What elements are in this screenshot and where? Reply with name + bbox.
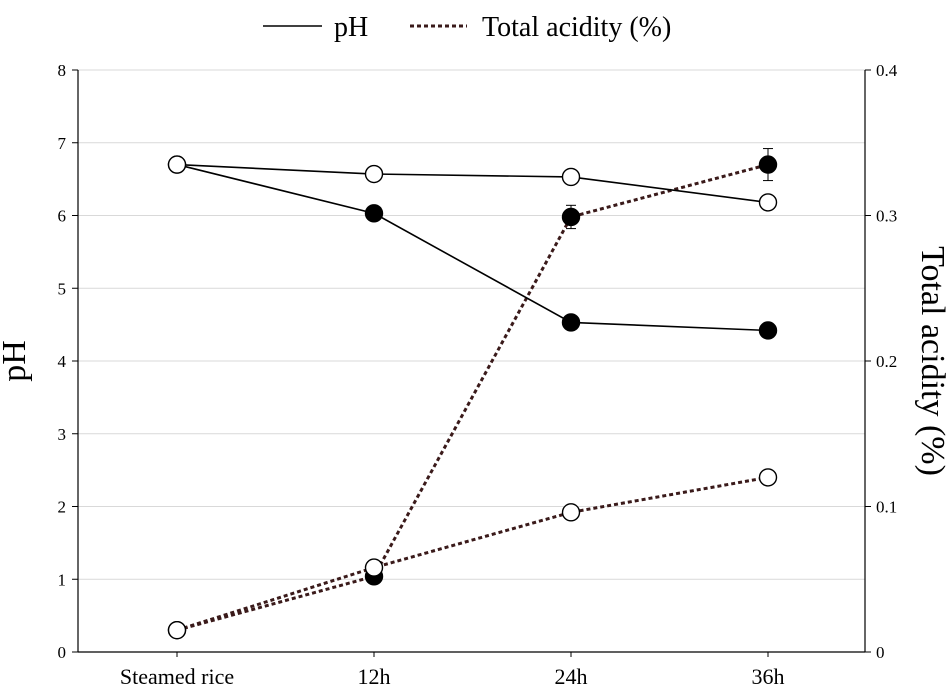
data-point-filled-ph [364,204,384,223]
data-point-open-acidity [364,558,384,577]
data-point-open-acidity [758,468,778,487]
legend-label-total-acidity: Total acidity (%) [482,12,671,43]
left-tick-label: 5 [58,279,67,298]
category-labels: Steamed rice 12h 24h 36h [120,652,785,689]
left-axis-ticks: 0 1 2 3 4 5 6 7 8 [58,61,78,662]
right-tick-label: 0.4 [876,61,898,80]
legend: pH Total acidity (%) [263,12,671,43]
category-label: 36h [752,664,785,689]
left-tick-label: 8 [58,61,67,80]
data-points [167,155,778,640]
y-axis-title: pH [0,340,33,382]
data-point-open-ph [561,167,581,187]
category-label: 24h [555,664,588,689]
data-point-open-acidity [561,503,581,522]
left-tick-label: 6 [58,207,67,226]
right-tick-label: 0.1 [876,498,897,517]
data-point-filled-ph [758,321,778,340]
data-point-open-ph [364,164,384,184]
right-tick-label: 0 [876,643,885,662]
series-line-1 [176,163,769,204]
data-point-filled-acidity [561,207,581,227]
category-label: 12h [358,664,391,689]
data-point-open-acidity [167,620,187,640]
right-tick-label: 0.2 [876,352,897,371]
data-point-filled-acidity [758,155,778,174]
data-point-open-ph [167,155,187,174]
left-tick-label: 4 [58,352,67,371]
right-axis-ticks: 0 0.1 0.2 0.3 0.4 [865,61,898,662]
left-tick-label: 3 [58,425,67,444]
series-line-3 [176,475,769,632]
y2-axis-title: Total acidity (%) [914,246,949,476]
category-label: Steamed rice [120,664,234,689]
left-tick-label: 2 [58,498,67,517]
right-tick-label: 0.3 [876,207,897,226]
series-lines [176,163,769,632]
left-tick-label: 1 [58,570,67,589]
grid-lines [78,69,865,580]
left-tick-label: 7 [58,134,67,153]
data-point-filled-ph [561,313,581,332]
series-line-0 [176,163,769,332]
legend-label-ph: pH [334,12,368,43]
data-point-open-ph [758,193,778,212]
series-line-2 [176,163,769,632]
error-bars [566,148,773,230]
left-tick-label: 0 [58,643,67,662]
